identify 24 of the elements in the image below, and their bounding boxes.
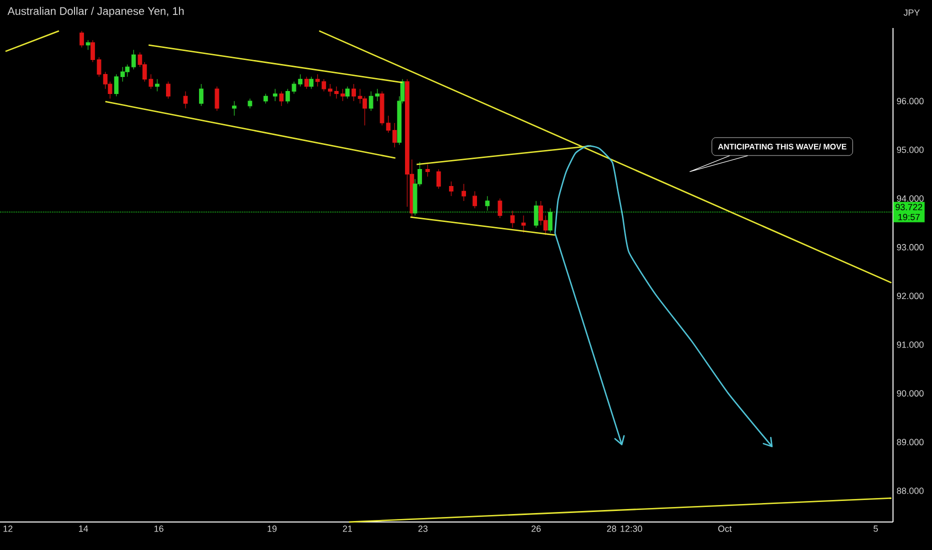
y-tick-label: 95.000 — [896, 146, 924, 153]
y-tick-label: 92.000 — [896, 292, 924, 300]
ref-line-label: 93.722 — [896, 204, 922, 210]
y-tick-label: 90.000 — [896, 390, 924, 397]
x-tick-label: 26 — [532, 526, 541, 532]
chart-title: Australian Dollar / Japanese Yen, 1h — [8, 6, 184, 18]
x-tick-label: 12:30 — [620, 526, 642, 532]
x-tick-label: 21 — [342, 526, 352, 532]
y-tick-label: 91.000 — [896, 341, 924, 348]
x-tick-label: Oct — [718, 526, 732, 532]
x-tick-label: 16 — [154, 526, 164, 532]
y-tick-label: 93.000 — [896, 244, 924, 250]
text: 19:57 — [898, 214, 920, 220]
y-axis-title: JPY — [904, 10, 920, 16]
y-tick-label: 96.000 — [896, 98, 924, 104]
y-tick-label: 94.000 — [896, 195, 924, 202]
x-tick-label: 23 — [418, 526, 428, 532]
x-tick-label: 28 — [607, 526, 616, 532]
x-tick-label: 19 — [268, 526, 277, 532]
x-tick-label: 5 — [874, 526, 878, 532]
y-tick-label: 89.000 — [896, 438, 924, 446]
y-tick-label: 88.000 — [896, 488, 924, 494]
x-tick-label: 12 — [4, 526, 12, 532]
x-tick-label: 14 — [79, 526, 88, 532]
